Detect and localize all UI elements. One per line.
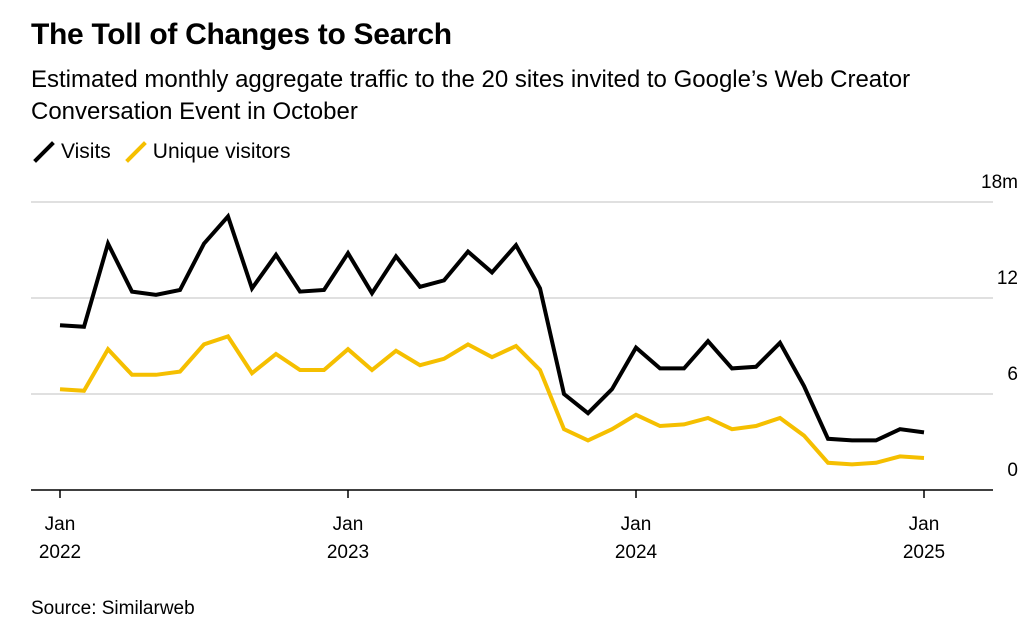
legend-label-visits: Visits bbox=[61, 140, 111, 163]
x-tick-label-year-2023: 2023 bbox=[327, 542, 369, 563]
legend-swatch-unique-visitors bbox=[124, 141, 147, 163]
x-tick-label-month-2023: Jan bbox=[333, 514, 364, 535]
series-line-visits bbox=[59, 212, 925, 443]
x-tick-label-month-2024: Jan bbox=[621, 514, 652, 535]
y-tick-label-6: 6 bbox=[1007, 364, 1018, 385]
x-tick-label-month-2022: Jan bbox=[45, 514, 76, 535]
chart-subtitle: Estimated monthly aggregate traffic to t… bbox=[31, 66, 911, 125]
series-line-unique bbox=[59, 334, 925, 467]
chart-title: The Toll of Changes to Search bbox=[31, 18, 452, 51]
x-tick-label-year-2022: 2022 bbox=[39, 542, 81, 563]
y-tick-label-0: 0 bbox=[1007, 460, 1018, 481]
legend-item-visits: Visits bbox=[33, 140, 111, 164]
x-tick-label-year-2024: 2024 bbox=[615, 542, 658, 563]
y-tick-label-12: 12 bbox=[997, 268, 1018, 289]
x-tick-label-year-2025: 2025 bbox=[903, 542, 945, 563]
legend: Visits Unique visitors bbox=[33, 140, 305, 164]
legend-item-unique-visitors: Unique visitors bbox=[124, 140, 291, 164]
y-tick-label-18: 18m bbox=[981, 172, 1018, 193]
x-tick-label-month-2025: Jan bbox=[909, 514, 940, 535]
source-note: Source: Similarweb bbox=[31, 598, 195, 619]
legend-label-unique-visitors: Unique visitors bbox=[152, 140, 291, 163]
legend-swatch-visits bbox=[33, 141, 55, 163]
